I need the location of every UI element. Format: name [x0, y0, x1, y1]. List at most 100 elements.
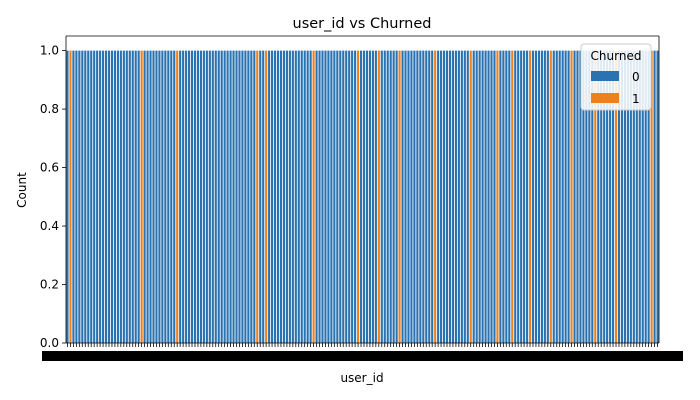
bar — [75, 50, 78, 344]
bar — [656, 50, 659, 344]
bar — [253, 50, 256, 344]
bar — [297, 50, 300, 344]
bar — [182, 50, 185, 344]
bar — [214, 50, 217, 344]
bar — [149, 50, 152, 344]
bar — [348, 50, 351, 344]
legend-label-1: 1 — [632, 92, 640, 106]
bar — [620, 50, 624, 344]
bar — [416, 50, 419, 344]
bar — [490, 50, 493, 344]
bar — [90, 50, 93, 344]
bar — [635, 50, 638, 344]
bar — [401, 50, 404, 344]
bar — [229, 50, 232, 344]
bar — [276, 50, 280, 344]
bar — [110, 50, 114, 344]
bar — [609, 50, 612, 344]
bar — [511, 50, 514, 344]
bar — [496, 50, 499, 344]
bar — [164, 50, 167, 344]
bar — [493, 50, 496, 344]
bar — [638, 50, 641, 344]
bar — [241, 50, 244, 344]
axes-frame — [65, 35, 660, 344]
bar — [226, 50, 229, 344]
x-tick-labels-overlap — [42, 351, 683, 361]
bar — [167, 50, 170, 344]
bar — [306, 50, 309, 344]
bar — [576, 50, 579, 344]
bar — [208, 50, 211, 344]
bar — [552, 50, 555, 344]
legend: Churned 0 1 — [580, 43, 652, 111]
bar — [463, 50, 466, 344]
bar — [528, 50, 532, 344]
bar — [443, 50, 446, 344]
bar — [170, 50, 173, 344]
bar — [653, 50, 656, 344]
bar — [389, 50, 392, 344]
bar — [588, 50, 591, 344]
bar — [357, 50, 360, 344]
bar — [460, 50, 463, 344]
bar — [597, 50, 600, 344]
bar — [69, 50, 72, 344]
bar — [431, 50, 434, 344]
y-tick-label: 0.0 — [40, 336, 59, 350]
bar — [487, 50, 490, 344]
bar — [158, 50, 161, 344]
bar — [570, 50, 573, 344]
bar — [125, 50, 128, 344]
bar — [321, 50, 324, 344]
bar — [555, 50, 558, 344]
bar — [173, 50, 176, 344]
bar — [383, 50, 386, 344]
bar — [122, 50, 125, 344]
bar — [407, 50, 410, 344]
x-tick-labels — [42, 351, 683, 361]
bar — [179, 50, 182, 344]
bar — [377, 50, 380, 344]
bar — [232, 50, 235, 344]
bar — [434, 50, 437, 344]
bar — [199, 50, 202, 344]
x-axis-title: user_id — [340, 371, 383, 385]
bar — [440, 50, 443, 344]
bar — [520, 50, 523, 344]
bar — [413, 50, 416, 344]
bar — [238, 50, 241, 344]
bar — [288, 50, 291, 344]
bar — [140, 50, 143, 344]
bar — [540, 50, 543, 344]
bar — [374, 50, 377, 344]
bar — [81, 50, 84, 344]
bar — [410, 50, 413, 344]
bar — [259, 50, 262, 344]
bar — [131, 50, 134, 344]
bar — [546, 50, 549, 344]
bar — [104, 50, 108, 344]
bar — [380, 50, 383, 344]
bar — [594, 50, 597, 344]
bar — [419, 50, 422, 344]
bar — [217, 50, 220, 344]
bar — [362, 50, 366, 344]
bar — [534, 50, 538, 344]
bar — [632, 50, 635, 344]
legend-swatch-1 — [591, 93, 619, 103]
bar — [354, 50, 357, 344]
bar — [365, 50, 369, 344]
bar — [84, 50, 87, 344]
bar — [603, 50, 606, 344]
bar — [271, 50, 274, 344]
bar — [623, 50, 626, 344]
bar — [617, 50, 621, 344]
bar — [582, 50, 585, 344]
bar — [451, 50, 455, 344]
legend-label-0: 0 — [632, 70, 640, 84]
bar — [143, 50, 146, 344]
bar — [437, 50, 440, 344]
bar — [318, 50, 321, 344]
